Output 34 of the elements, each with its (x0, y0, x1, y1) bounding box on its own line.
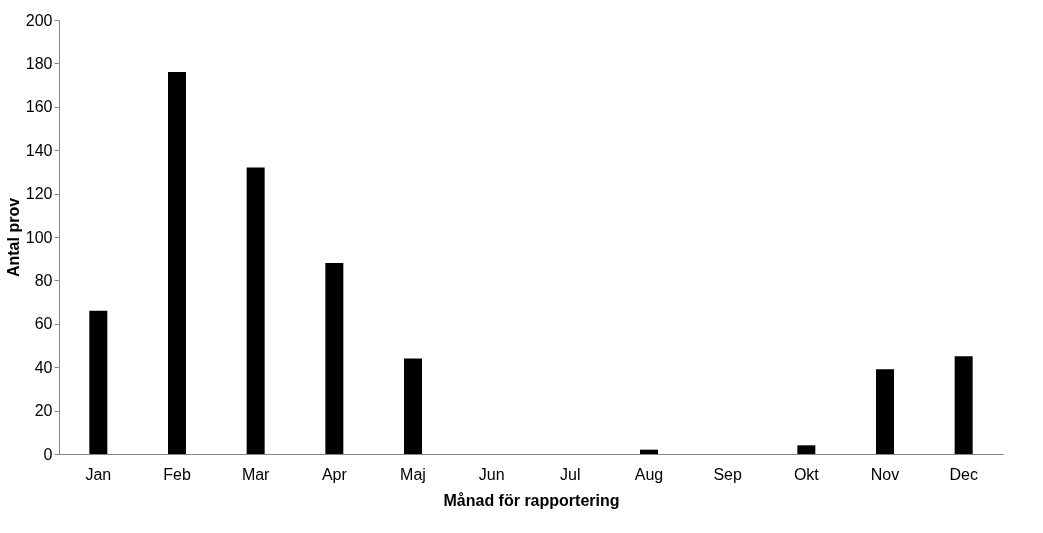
y-tick-label: 80 (34, 271, 53, 289)
y-tick-label: 0 (43, 445, 53, 463)
y-axis-title: Antal prov (4, 197, 22, 278)
bar (404, 358, 422, 454)
y-tick-label: 160 (25, 98, 53, 116)
x-tick-label: Aug (634, 465, 664, 483)
x-tick-label: Dec (949, 465, 978, 483)
bar (640, 449, 658, 454)
x-tick-label: Maj (400, 465, 426, 483)
x-axis-title: Månad för rapportering (443, 491, 620, 509)
bar (876, 369, 894, 454)
bar (325, 263, 344, 454)
x-tick-label: Jul (560, 465, 581, 483)
bar (797, 445, 816, 454)
y-tick-label: 60 (34, 315, 53, 333)
bar (89, 310, 108, 454)
y-tick-label: 120 (25, 185, 53, 203)
x-tick-label: Apr (321, 465, 348, 483)
y-tick-label: 20 (34, 402, 53, 420)
x-tick-label: Mar (241, 465, 271, 483)
x-tick-label: Jan (85, 465, 112, 483)
x-tick-label: Sep (713, 465, 742, 483)
y-tick-label: 40 (34, 358, 53, 376)
bar (954, 356, 973, 454)
x-tick-label: Jun (478, 465, 505, 483)
x-tick-label: Nov (870, 465, 900, 483)
bar (168, 72, 186, 454)
y-tick-label: 180 (25, 54, 53, 72)
x-tick-label: Okt (793, 465, 820, 483)
y-tick-label: 200 (25, 11, 53, 29)
y-tick-label: 100 (25, 228, 53, 246)
x-tick-label: Feb (163, 465, 191, 483)
bar (246, 167, 265, 454)
y-tick-label: 140 (25, 141, 53, 159)
